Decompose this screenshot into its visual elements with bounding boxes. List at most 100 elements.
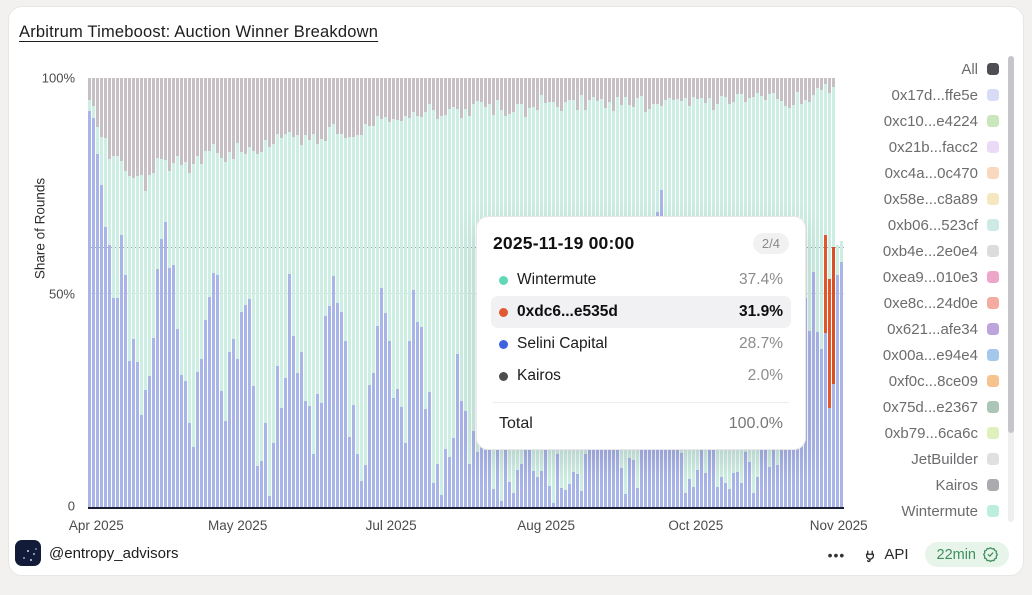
bar[interactable] [168,78,171,507]
legend-item[interactable]: 0xb06...523cf [839,212,999,238]
bar[interactable] [344,78,347,507]
legend-item[interactable]: 0x17d...ffe5e [839,82,999,108]
bar[interactable] [836,78,839,507]
legend-item[interactable]: 0x00a...e94e4 [839,342,999,368]
bar[interactable] [224,78,227,507]
bar[interactable] [200,78,203,507]
legend-scrollbar[interactable] [1008,56,1014,522]
bar[interactable] [128,78,131,507]
bar[interactable] [308,78,311,507]
bar[interactable] [828,78,831,507]
bar[interactable] [324,78,327,507]
bar[interactable] [132,78,135,507]
bar[interactable] [136,78,139,507]
bar[interactable] [252,78,255,507]
bar[interactable] [248,78,251,507]
bar[interactable] [208,78,211,507]
legend-scrollbar-thumb[interactable] [1008,56,1014,434]
bar[interactable] [320,78,323,507]
bar[interactable] [824,78,827,507]
bar[interactable] [148,78,151,507]
bar[interactable] [108,78,111,507]
bar[interactable] [396,78,399,507]
bar[interactable] [152,78,155,507]
bar-hovered[interactable] [832,78,835,507]
legend-item[interactable]: 0x21b...facc2 [839,134,999,160]
attribution[interactable]: @entropy_advisors [15,540,178,566]
bar[interactable] [272,78,275,507]
legend-item[interactable]: Wintermute [839,498,999,524]
bar[interactable] [336,78,339,507]
bar[interactable] [460,78,463,507]
legend-item[interactable]: 0xe8c...24d0e [839,290,999,316]
bar[interactable] [280,78,283,507]
bar[interactable] [92,78,95,507]
bar[interactable] [260,78,263,507]
legend-item[interactable]: 0x58e...c8a89 [839,186,999,212]
bar[interactable] [180,78,183,507]
legend-item[interactable]: 0xf0c...8ce09 [839,368,999,394]
legend-item[interactable]: 0xc4a...0c470 [839,160,999,186]
bar[interactable] [124,78,127,507]
bar[interactable] [472,78,475,507]
bar[interactable] [464,78,467,507]
legend-item[interactable]: 0xc10...e4224 [839,108,999,134]
bar[interactable] [144,78,147,507]
bar[interactable] [288,78,291,507]
bar[interactable] [156,78,159,507]
bar[interactable] [216,78,219,507]
bar[interactable] [240,78,243,507]
bar[interactable] [364,78,367,507]
bar[interactable] [808,78,811,507]
bar[interactable] [432,78,435,507]
bar[interactable] [424,78,427,507]
bar[interactable] [448,78,451,507]
bar[interactable] [380,78,383,507]
bar[interactable] [376,78,379,507]
bar[interactable] [212,78,215,507]
bar[interactable] [96,78,99,507]
bar[interactable] [404,78,407,507]
legend-item[interactable]: 0x621...afe34 [839,316,999,342]
legend-item[interactable]: 0xea9...010e3 [839,264,999,290]
bar[interactable] [188,78,191,507]
bar[interactable] [88,78,91,507]
legend-item[interactable]: 0xb4e...2e0e4 [839,238,999,264]
bar[interactable] [192,78,195,507]
bar[interactable] [328,78,331,507]
bar[interactable] [244,78,247,507]
bar[interactable] [292,78,295,507]
bar[interactable] [116,78,119,507]
legend-item[interactable]: JetBuilder [839,446,999,472]
bar[interactable] [112,78,115,507]
bar[interactable] [352,78,355,507]
bar[interactable] [300,78,303,507]
bar[interactable] [388,78,391,507]
bar[interactable] [812,78,815,507]
bar[interactable] [276,78,279,507]
bar[interactable] [196,78,199,507]
bar[interactable] [140,78,143,507]
bar[interactable] [268,78,271,507]
legend-item[interactable]: 0x75d...e2367 [839,394,999,420]
refresh-status-pill[interactable]: 22min [924,542,1009,567]
bar[interactable] [264,78,267,507]
api-button[interactable]: API [861,546,909,564]
bar[interactable] [444,78,447,507]
bar[interactable] [256,78,259,507]
bar[interactable] [172,78,175,507]
bar[interactable] [296,78,299,507]
bar[interactable] [384,78,387,507]
bar[interactable] [284,78,287,507]
bar[interactable] [236,78,239,507]
bar[interactable] [400,78,403,507]
bar[interactable] [312,78,315,507]
bar[interactable] [220,78,223,507]
bar[interactable] [392,78,395,507]
bar[interactable] [356,78,359,507]
bar[interactable] [184,78,187,507]
bar[interactable] [428,78,431,507]
bar[interactable] [420,78,423,507]
legend-item[interactable]: All [839,56,999,82]
bar[interactable] [232,78,235,507]
